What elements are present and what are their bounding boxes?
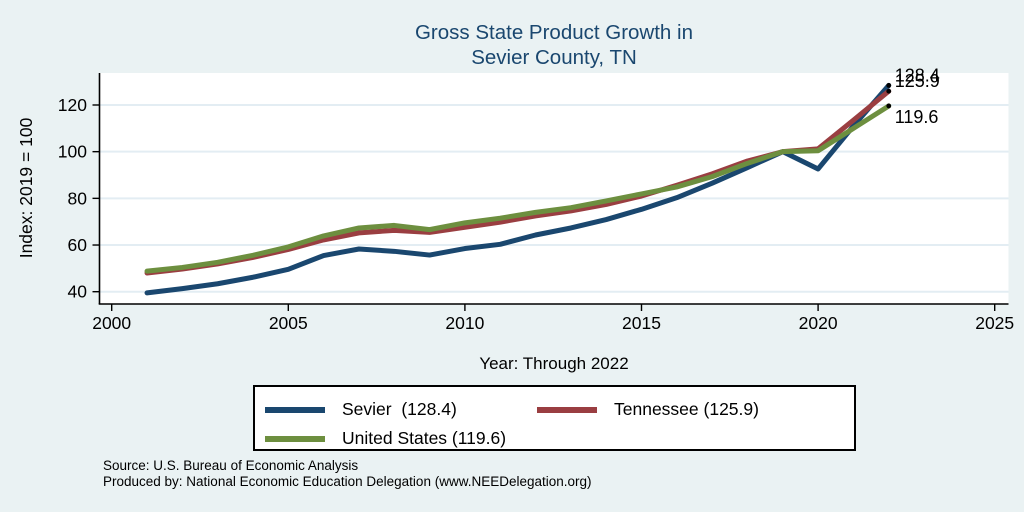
series-end-labels: 128.4 125.9 119.6 [895, 65, 940, 127]
sevier-line-swatch [265, 406, 325, 413]
legend-label-united-states: United States (119.6) [342, 428, 507, 448]
legend-item-tennessee: Tennessee (125.9) [537, 399, 759, 420]
gridlines [99, 103, 1009, 293]
x-tick-label: 2005 [269, 313, 308, 333]
end-dot [886, 103, 892, 109]
sevier-end-value: 128.4 [895, 65, 940, 85]
y-tick-label: 60 [68, 235, 88, 255]
united-states-end-value: 119.6 [895, 107, 939, 127]
series-end-markers [886, 82, 892, 109]
tennessee-line-swatch [537, 406, 597, 413]
legend: Sevier (128.4) Tennessee (125.9) United … [253, 385, 856, 451]
x-axis-title: Year: Through 2022 [479, 354, 629, 373]
end-dot [886, 88, 892, 94]
y-axis-title: Index: 2019 = 100 [16, 117, 36, 258]
united-states-line-swatch [265, 435, 325, 442]
chart-title-line1: Gross State Product Growth in [414, 21, 693, 44]
x-tick-label: 2025 [975, 313, 1014, 333]
x-tick-label: 2000 [92, 313, 131, 333]
y-axis-ticks: 40 60 80 100 120 [58, 95, 100, 302]
y-tick-label: 100 [58, 142, 87, 162]
x-tick-label: 2010 [445, 313, 484, 333]
x-tick-label: 2020 [799, 313, 838, 333]
chart-title-line2: Sevier County, TN [471, 46, 637, 69]
legend-label-sevier: Sevier (128.4) [342, 399, 457, 419]
produced-by-note: Produced by: National Economic Education… [103, 474, 592, 489]
series-lines [144, 82, 892, 296]
y-tick-label: 80 [68, 188, 88, 208]
x-axis-ticks: 2000 2005 2010 2015 2020 2025 [92, 304, 1014, 333]
y-tick-label: 120 [58, 95, 87, 115]
tennessee-end-value: 125.9 [895, 71, 940, 91]
x-tick-label: 2015 [622, 313, 661, 333]
plot-area [99, 73, 1009, 304]
y-tick-label: 40 [68, 282, 88, 302]
legend-item-united-states: United States (119.6) [265, 428, 506, 449]
footer-notes: Source: U.S. Bureau of Economic Analysis… [103, 458, 592, 490]
legend-label-tennessee: Tennessee (125.9) [614, 399, 759, 419]
source-note: Source: U.S. Bureau of Economic Analysis [103, 458, 359, 473]
united-states-line [144, 103, 892, 274]
end-dot [886, 82, 892, 88]
legend-item-sevier: Sevier (128.4) [265, 399, 457, 420]
chart-title: Gross State Product Growth in Sevier Cou… [100, 20, 1008, 70]
